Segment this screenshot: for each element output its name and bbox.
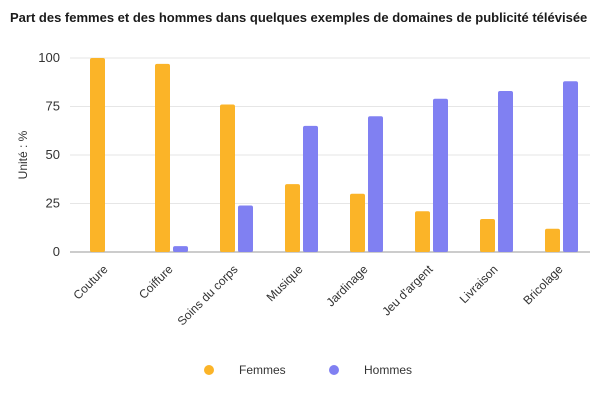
bar-hommes — [303, 125, 318, 252]
bar-hommes — [433, 98, 448, 253]
x-category-label: Couture — [71, 262, 111, 302]
y-tick-label: 100 — [38, 50, 60, 65]
y-axis-ticks: 0 25 50 75 100 — [38, 50, 60, 259]
x-category-label: Jardinage — [323, 262, 370, 309]
x-category-label: Musique — [264, 262, 306, 304]
x-category-label: Coiffure — [136, 262, 176, 302]
y-axis-label: Unité : % — [16, 130, 30, 179]
y-tick-label: 50 — [46, 147, 60, 162]
legend: Femmes Hommes — [204, 363, 412, 377]
bar-femmes — [220, 104, 235, 252]
bar-femmes — [480, 219, 495, 252]
y-tick-label: 0 — [53, 244, 60, 259]
bar-femmes — [155, 63, 170, 252]
bar-femmes — [285, 184, 300, 252]
bars — [90, 58, 578, 253]
x-category-label: Livraison — [457, 262, 501, 306]
y-tick-label: 75 — [46, 99, 60, 114]
legend-label-femmes: Femmes — [239, 363, 286, 377]
legend-label-hommes: Hommes — [364, 363, 412, 377]
bar-femmes — [350, 193, 365, 252]
bar-hommes — [238, 205, 253, 252]
legend-marker-hommes — [329, 365, 339, 375]
y-tick-label: 25 — [46, 196, 60, 211]
x-category-label: Jeu d'argent — [379, 262, 436, 319]
chart-title: Part des femmes et des hommes dans quelq… — [10, 10, 588, 25]
bar-hommes — [498, 90, 513, 252]
bar-femmes — [90, 58, 105, 252]
x-category-label: Bricolage — [520, 262, 566, 308]
bar-hommes — [563, 81, 578, 252]
legend-marker-femmes — [204, 365, 214, 375]
bar-hommes — [173, 246, 188, 252]
bar-femmes — [545, 228, 560, 252]
bar-femmes — [415, 211, 430, 252]
x-category-label: Soins du corps — [175, 262, 241, 328]
bar-hommes — [368, 116, 383, 252]
